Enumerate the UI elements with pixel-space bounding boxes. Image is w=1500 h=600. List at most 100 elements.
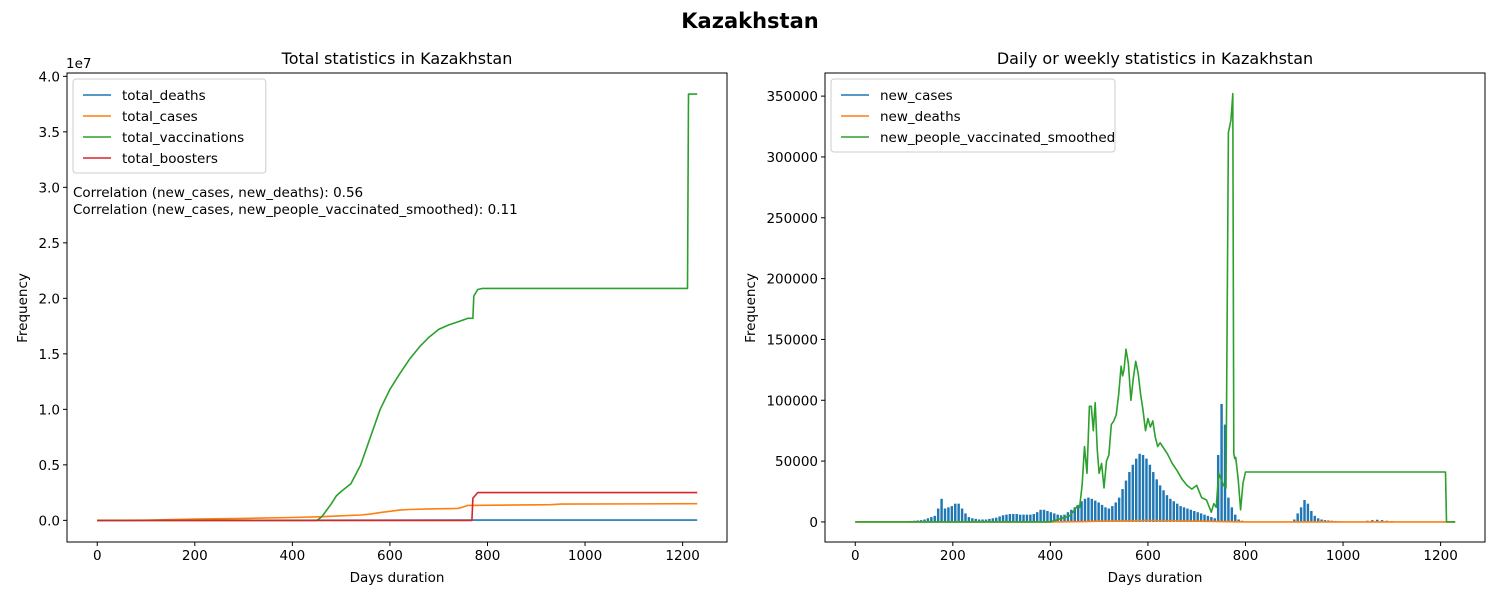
bar-new_cases	[1165, 495, 1169, 522]
bar-new_cases	[1138, 453, 1141, 522]
bar-new_cases	[1025, 514, 1029, 522]
right-y-axis-label: Frequency	[743, 273, 759, 343]
right-x-tick-label: 1000	[1326, 548, 1360, 564]
left-y-tick-label: 4.0	[39, 69, 60, 85]
legend-label-new_cases: new_cases	[880, 88, 953, 104]
bar-new_cases	[1018, 514, 1022, 522]
legend-label-total_deaths: total_deaths	[122, 88, 206, 104]
right-axes: Daily or weekly statistics in Kazakhstan…	[743, 49, 1486, 586]
bar-new_cases	[988, 518, 991, 522]
series-new_cases	[902, 403, 1394, 522]
bar-new_cases	[1237, 519, 1240, 522]
bar-new_cases	[1199, 513, 1203, 522]
right-axes-title: Daily or weekly statistics in Kazakhstan	[997, 49, 1313, 68]
bar-new_cases	[1227, 497, 1230, 522]
bar-new_cases	[1196, 512, 1199, 522]
bar-new_cases	[1230, 507, 1234, 522]
left-y-axis-label: Frequency	[15, 273, 31, 343]
bar-new_cases	[1117, 497, 1121, 522]
bar-new_cases	[1320, 519, 1323, 522]
right-y-tick-label: 50000	[775, 454, 818, 470]
bar-new_cases	[1145, 458, 1148, 522]
bar-new_cases	[1210, 517, 1213, 522]
bar-new_cases	[1316, 518, 1320, 522]
bar-new_cases	[957, 503, 960, 522]
bar-new_cases	[1015, 514, 1018, 522]
figure-suptitle: Kazakhstan	[681, 9, 818, 33]
bar-new_cases	[1070, 509, 1073, 522]
bar-new_cases	[1111, 506, 1114, 522]
left-x-tick-label: 400	[279, 548, 305, 564]
bar-new_cases	[940, 498, 943, 522]
bar-new_cases	[919, 520, 923, 522]
bar-new_cases	[964, 513, 967, 522]
bar-new_cases	[1189, 509, 1193, 522]
bar-new_cases	[1371, 520, 1374, 522]
series-line-total_vaccinations	[97, 93, 698, 522]
left-annotation-line-1: Correlation (new_cases, new_deaths): 0.5…	[73, 185, 363, 201]
bar-new_cases	[1121, 489, 1124, 522]
bar-new_cases	[1220, 403, 1223, 522]
bar-new_cases	[974, 518, 977, 522]
left-y-multiplier: 1e7	[66, 56, 91, 72]
bar-new_cases	[1107, 508, 1111, 522]
bar-new_cases	[1223, 424, 1227, 522]
bar-new_cases	[1035, 512, 1039, 522]
right-y-tick-label: 350000	[766, 89, 818, 105]
left-x-axis-label: Days duration	[350, 570, 445, 586]
bar-new_cases	[1303, 500, 1306, 522]
bar-new_cases	[1234, 514, 1237, 522]
bar-new_cases	[981, 519, 984, 522]
right-y-tick-label: 0	[809, 515, 818, 531]
bar-new_cases	[950, 506, 954, 522]
bar-new_cases	[1141, 455, 1145, 522]
bar-new_cases	[1203, 514, 1206, 522]
bar-new_cases	[1158, 485, 1162, 522]
bar-new_cases	[1380, 520, 1384, 522]
bar-new_cases	[1313, 515, 1316, 522]
bar-new_cases	[1306, 503, 1310, 522]
bar-new_cases	[1042, 509, 1046, 522]
bar-new_cases	[1179, 506, 1182, 522]
bar-new_cases	[947, 507, 950, 522]
bar-new_cases	[1310, 510, 1313, 522]
left-y-tick-label: 1.0	[39, 402, 60, 418]
bar-new_cases	[926, 518, 930, 522]
right-x-tick-label: 200	[940, 548, 966, 564]
left-y-tick-label: 2.0	[39, 291, 60, 307]
left-legend-frame	[72, 78, 267, 174]
bar-new_cases	[1135, 458, 1138, 522]
right-y-tick-label: 100000	[766, 393, 818, 409]
bar-new_cases	[1094, 500, 1097, 522]
bar-new_cases	[998, 516, 1001, 522]
bar-new_cases	[995, 517, 998, 522]
bar-new_cases	[1005, 514, 1008, 522]
left-x-tick-label: 1200	[665, 548, 699, 564]
bar-new_cases	[1152, 472, 1155, 522]
left-y-tick-label: 0.0	[39, 513, 60, 529]
left-y-tick-label: 3.0	[39, 180, 60, 196]
right-x-axis-label: Days duration	[1108, 570, 1203, 586]
bar-new_cases	[984, 519, 988, 522]
bar-new_cases	[1080, 501, 1083, 522]
legend-label-new_deaths: new_deaths	[880, 109, 961, 125]
bar-new_cases	[1083, 498, 1087, 522]
bar-new_cases	[971, 518, 974, 522]
bar-new_cases	[1056, 514, 1059, 522]
left-y-tick-label: 2.5	[39, 236, 60, 252]
bar-new_cases	[1032, 514, 1035, 522]
bar-new_cases	[1087, 497, 1090, 522]
bar-new_cases	[1155, 479, 1158, 522]
bar-new_cases	[1169, 498, 1172, 522]
bar-new_cases	[1128, 472, 1131, 522]
bar-new_cases	[954, 503, 957, 522]
bar-new_cases	[1097, 502, 1100, 522]
bar-new_cases	[1206, 515, 1210, 522]
left-x-tick-label: 600	[377, 548, 403, 564]
bar-new_cases	[1039, 509, 1042, 522]
left-axes: Total statistics in Kazakhstan 1e7 Days …	[15, 49, 728, 586]
bar-new_cases	[1124, 480, 1128, 522]
bar-new_cases	[1008, 514, 1012, 522]
bar-new_cases	[1114, 502, 1117, 522]
